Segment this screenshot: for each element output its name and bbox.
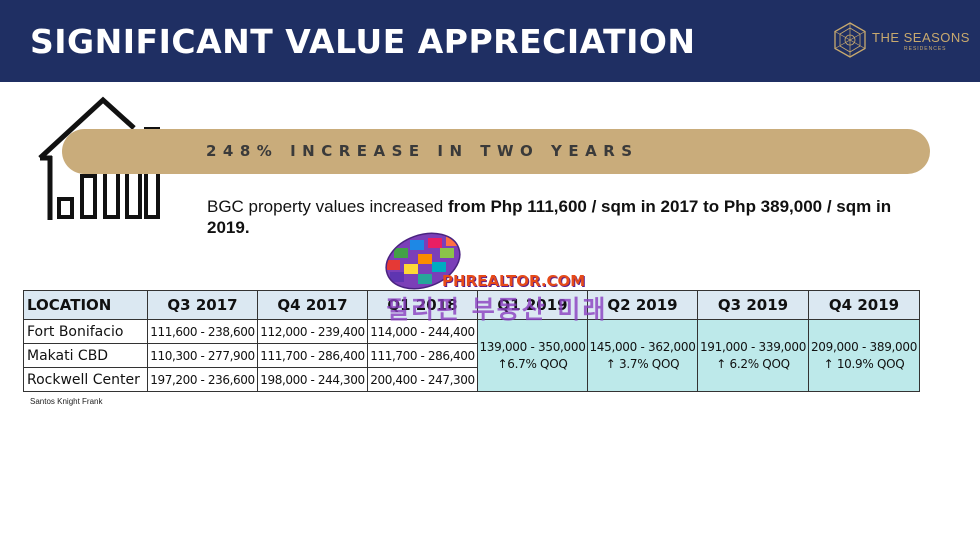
price-range-cell: 110,300 - 277,900 — [147, 343, 258, 368]
location-cell: Makati CBD — [23, 343, 148, 368]
column-header: Q4 2017 — [257, 290, 368, 320]
q4-2019-cell: 209,000 - 389,000 ↑ 10.9% QOQ — [808, 319, 920, 392]
price-range-cell: 112,000 - 239,400 — [257, 319, 368, 344]
title-bar: SIGNIFICANT VALUE APPRECIATION THE SEASO… — [0, 0, 980, 82]
column-header: Q1 2019 — [477, 290, 588, 320]
column-header: Q2 2019 — [587, 290, 698, 320]
column-header: LOCATION — [23, 290, 148, 320]
price-range: 209,000 - 389,000 — [810, 339, 918, 354]
lotus-emblem-icon — [834, 22, 866, 58]
qoq-change: ↑6.7% QOQ — [497, 356, 568, 371]
q2-2019-cell: 145,000 - 362,000 ↑ 3.7% QOQ — [587, 319, 698, 392]
column-header: Q3 2017 — [147, 290, 258, 320]
column-header: Q3 2019 — [697, 290, 809, 320]
brand-logo: THE SEASONS RESIDENCES — [834, 22, 974, 62]
price-table: LOCATION Q3 2017 Q4 2017 Q1 2018 Q1 2019… — [23, 290, 920, 392]
price-range: 191,000 - 339,000 — [699, 339, 807, 354]
price-range: 139,000 - 350,000 — [479, 339, 586, 354]
watermark: PHREALTOR.COM 필리핀 부동산 미래 — [380, 230, 610, 324]
qoq-change: ↑ 10.9% QOQ — [823, 356, 905, 371]
banner-headline: 248% INCREASE IN TWO YEARS — [206, 142, 639, 160]
location-cell: Rockwell Center — [23, 367, 148, 392]
description: BGC property values increased from Php 1… — [207, 196, 907, 238]
description-emphasis: from Php 111,600 / sqm in 2017 to Php 38… — [207, 197, 892, 237]
price-range-cell: 197,200 - 236,600 — [147, 367, 258, 392]
price-range-cell: 111,600 - 238,600 — [147, 319, 258, 344]
column-header: Q4 2019 — [808, 290, 920, 320]
watermark-korean: 필리핀 부동산 미래 — [386, 295, 608, 324]
brand-name: THE SEASONS — [872, 30, 970, 45]
price-range-cell: 111,700 - 286,400 — [257, 343, 368, 368]
price-range-cell: 111,700 - 286,400 — [367, 343, 478, 368]
table-header-row: LOCATION Q3 2017 Q4 2017 Q1 2018 Q1 2019… — [23, 290, 920, 320]
price-range-cell: 198,000 - 244,300 — [257, 367, 368, 392]
watermark-text: PHREALTOR.COM — [442, 272, 586, 290]
column-header: Q1 2018 — [367, 290, 478, 320]
description-lead: BGC property values increased — [207, 197, 448, 216]
qoq-change: ↑ 6.2% QOQ — [716, 356, 790, 371]
page-title: SIGNIFICANT VALUE APPRECIATION — [30, 22, 696, 61]
table-row: Rockwell Center 197,200 - 236,600 198,00… — [23, 367, 920, 392]
price-range-cell: 200,400 - 247,300 — [367, 367, 478, 392]
brand-subtitle: RESIDENCES — [904, 46, 947, 52]
price-range: 145,000 - 362,000 — [589, 339, 696, 354]
source-note: Santos Knight Frank — [30, 397, 103, 406]
q3-2019-cell: 191,000 - 339,000 ↑ 6.2% QOQ — [697, 319, 809, 392]
qoq-change: ↑ 3.7% QOQ — [605, 356, 680, 371]
q1-2019-cell: 139,000 - 350,000 ↑6.7% QOQ — [477, 319, 588, 392]
highlight-banner — [62, 129, 930, 174]
mosaic-oval-logo-icon — [380, 230, 466, 292]
location-cell: Fort Bonifacio — [23, 319, 148, 344]
